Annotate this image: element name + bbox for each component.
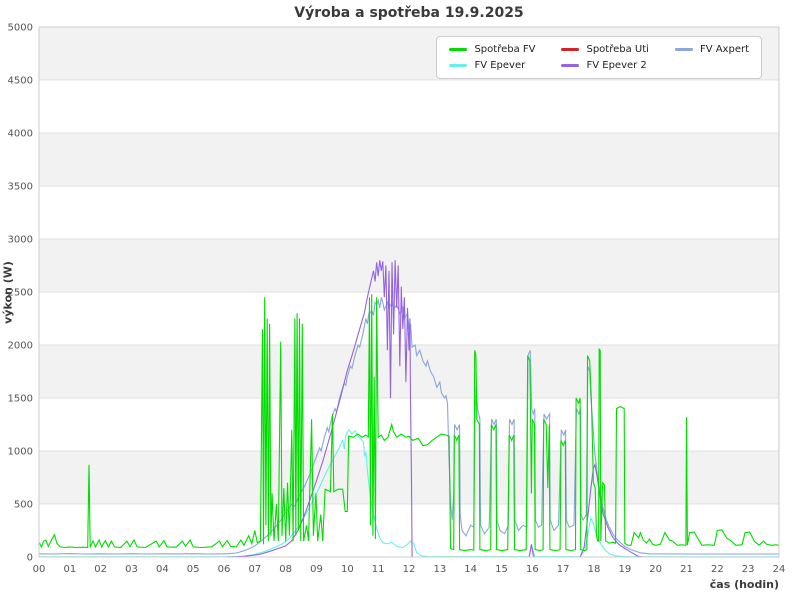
legend-label: FV Epever — [474, 60, 526, 71]
legend-item-fv-axpert: FV Axpert — [674, 44, 749, 55]
x-tick-label: 10 — [341, 564, 354, 575]
legend-swatch — [449, 48, 468, 51]
x-axis-label: čas (hodin) — [709, 578, 779, 591]
y-tick-label: 4000 — [8, 129, 33, 140]
x-tick-label: 19 — [618, 564, 631, 575]
plot-border — [38, 26, 780, 558]
x-tick-label: 00 — [33, 564, 46, 575]
series-line-fv-epever-2 — [39, 260, 779, 558]
x-tick-label: 17 — [557, 564, 570, 575]
x-tick-label: 20 — [649, 564, 662, 575]
x-tick-label: 12 — [403, 564, 416, 575]
legend-item-fv-epever-2: FV Epever 2 — [561, 60, 648, 71]
x-tick-label: 13 — [433, 564, 446, 575]
x-tick-label: 14 — [464, 564, 477, 575]
legend-swatch — [561, 64, 580, 67]
grid-band — [39, 133, 779, 186]
x-tick-label: 08 — [279, 564, 292, 575]
x-tick-label: 05 — [187, 564, 200, 575]
x-tick-label: 03 — [125, 564, 138, 575]
x-tick-label: 06 — [218, 564, 231, 575]
legend-item-fv-epever: FV Epever — [449, 60, 535, 71]
y-tick-label: 3500 — [8, 182, 33, 193]
y-tick-label: 500 — [14, 500, 33, 511]
x-tick-label: 04 — [156, 564, 169, 575]
y-tick-label: 4500 — [8, 76, 33, 87]
x-tick-label: 18 — [588, 564, 601, 575]
x-tick-label: 22 — [711, 564, 724, 575]
y-tick-label: 3000 — [8, 235, 33, 246]
y-tick-label: 2000 — [8, 341, 33, 352]
legend-label: Spotřeba FV — [474, 44, 536, 55]
y-tick-label: 2500 — [8, 288, 33, 299]
chart-title: Výroba a spotřeba 19.9.2025 — [294, 5, 524, 21]
x-tick-label: 24 — [773, 564, 786, 575]
legend-swatch — [561, 48, 580, 51]
legend-item-spotřeba-fv: Spotřeba FV — [449, 44, 535, 55]
x-tick-label: 11 — [372, 564, 385, 575]
x-tick-label: 15 — [495, 564, 508, 575]
legend-swatch — [449, 64, 468, 67]
y-tick-label: 0 — [27, 553, 33, 564]
x-tick-label: 01 — [63, 564, 76, 575]
grid-band — [39, 451, 779, 504]
x-tick-label: 21 — [680, 564, 693, 575]
x-tick-label: 07 — [248, 564, 261, 575]
y-tick-label: 1500 — [8, 394, 33, 405]
legend-swatch — [674, 48, 693, 51]
grid-band — [39, 239, 779, 292]
grid-band — [39, 345, 779, 398]
x-tick-label: 16 — [526, 564, 539, 575]
y-axis-label: výkon (W) — [1, 261, 15, 324]
legend-label: FV Axpert — [699, 44, 749, 55]
legend: Spotřeba FV FV Epever Spotřeba Uti FV Epeve… — [436, 36, 762, 79]
x-tick-label: 23 — [742, 564, 755, 575]
y-tick-label: 5000 — [8, 23, 33, 34]
x-tick-label: 02 — [94, 564, 107, 575]
series-line-fv-epever — [39, 428, 779, 558]
legend-label: FV Epever 2 — [586, 60, 647, 71]
x-tick-label: 09 — [310, 564, 323, 575]
y-tick-label: 1000 — [8, 447, 33, 458]
series-line-spotřeba-fv — [38, 294, 780, 552]
legend-item-spotřeba-uti: Spotřeba Uti — [561, 44, 649, 55]
legend-label: Spotřeba Uti — [586, 44, 649, 55]
